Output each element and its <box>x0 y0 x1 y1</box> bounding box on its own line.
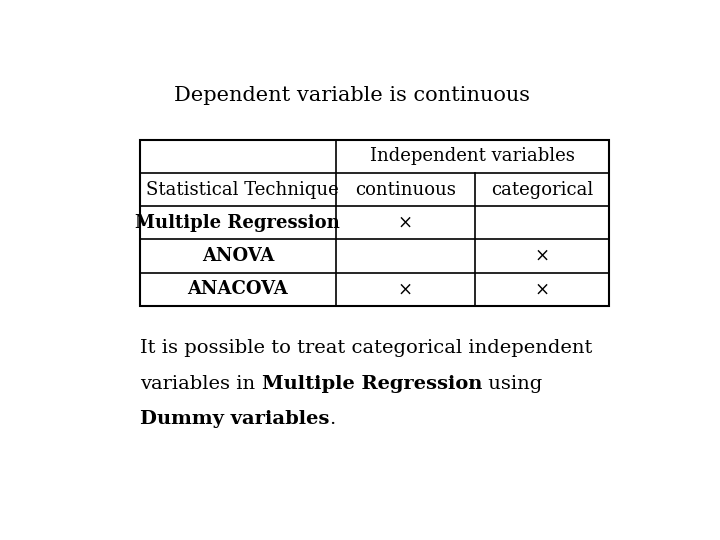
Text: ×: × <box>534 247 549 265</box>
Text: .: . <box>330 410 336 428</box>
Text: using: using <box>482 375 542 393</box>
Text: Independent variables: Independent variables <box>370 147 575 165</box>
Text: ANOVA: ANOVA <box>202 247 274 265</box>
Text: Multiple Regression: Multiple Regression <box>135 214 341 232</box>
Text: It is possible to treat categorical independent: It is possible to treat categorical inde… <box>140 339 593 357</box>
Text: continuous: continuous <box>355 180 456 199</box>
Text: ×: × <box>397 280 413 298</box>
Text: Dummy variables: Dummy variables <box>140 410 330 428</box>
Text: Multiple Regression: Multiple Regression <box>261 375 482 393</box>
Text: ANACOVA: ANACOVA <box>187 280 288 298</box>
Text: ×: × <box>397 214 413 232</box>
Text: ×: × <box>534 280 549 298</box>
Text: Dependent variable is continuous: Dependent variable is continuous <box>174 85 530 105</box>
Text: categorical: categorical <box>491 180 593 199</box>
Text: Statistical Technique: Statistical Technique <box>145 180 338 199</box>
Text: variables in: variables in <box>140 375 261 393</box>
